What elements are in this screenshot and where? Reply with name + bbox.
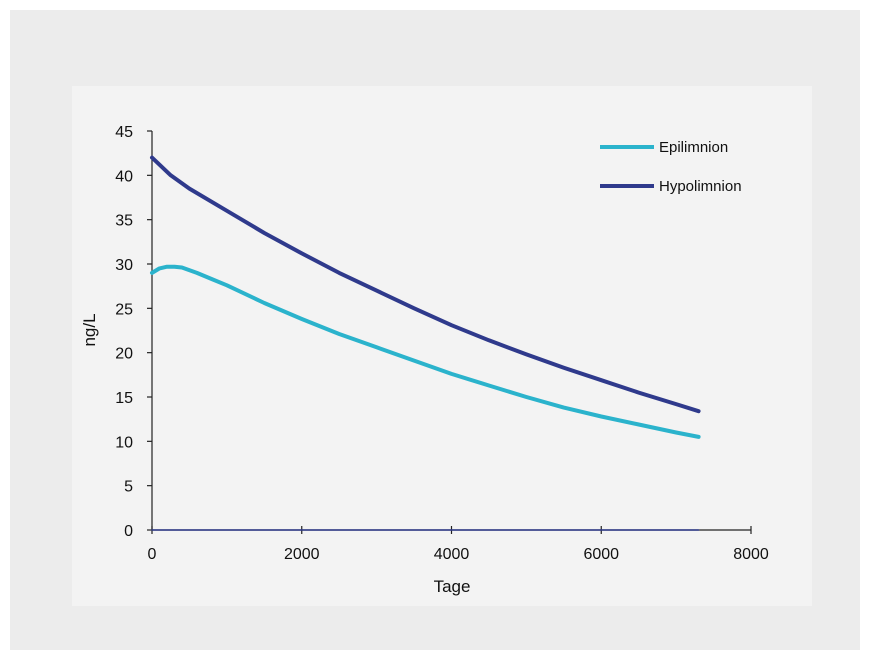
y-tick-label: 30 bbox=[115, 257, 133, 274]
y-tick-label: 15 bbox=[115, 390, 133, 407]
x-tick-label: 0 bbox=[148, 546, 157, 563]
series-line-epilimnion bbox=[150, 264, 701, 439]
x-tick-label: 2000 bbox=[284, 546, 320, 563]
y-tick-label: 10 bbox=[115, 434, 133, 451]
y-tick-label: 45 bbox=[115, 124, 133, 141]
y-tick-label: 25 bbox=[115, 301, 133, 318]
x-axis-title: Tage bbox=[434, 577, 471, 596]
legend-label-epilimnion: Epilimnion bbox=[659, 139, 728, 156]
y-axis-title: ng/L bbox=[80, 313, 99, 346]
legend: Epilimnion Hypolimnion bbox=[600, 139, 742, 195]
legend-label-hypolimnion: Hypolimnion bbox=[659, 178, 742, 195]
x-tick-label: 6000 bbox=[583, 546, 619, 563]
x-tick-label: 8000 bbox=[733, 546, 769, 563]
plot-area-panel bbox=[72, 86, 812, 606]
x-ticks: 0 2000 4000 6000 8000 bbox=[148, 526, 769, 563]
y-tick-label: 0 bbox=[124, 523, 133, 540]
x-tick-label: 4000 bbox=[434, 546, 470, 563]
y-tick-label: 5 bbox=[124, 479, 133, 496]
y-tick-label: 40 bbox=[115, 168, 133, 185]
series-line-hypolimnion bbox=[150, 155, 701, 414]
y-tick-label: 20 bbox=[115, 346, 133, 363]
y-tick-label: 35 bbox=[115, 213, 133, 230]
y-ticks: 0 5 10 15 20 25 30 35 40 45 bbox=[115, 124, 152, 540]
series-layer bbox=[150, 155, 701, 531]
